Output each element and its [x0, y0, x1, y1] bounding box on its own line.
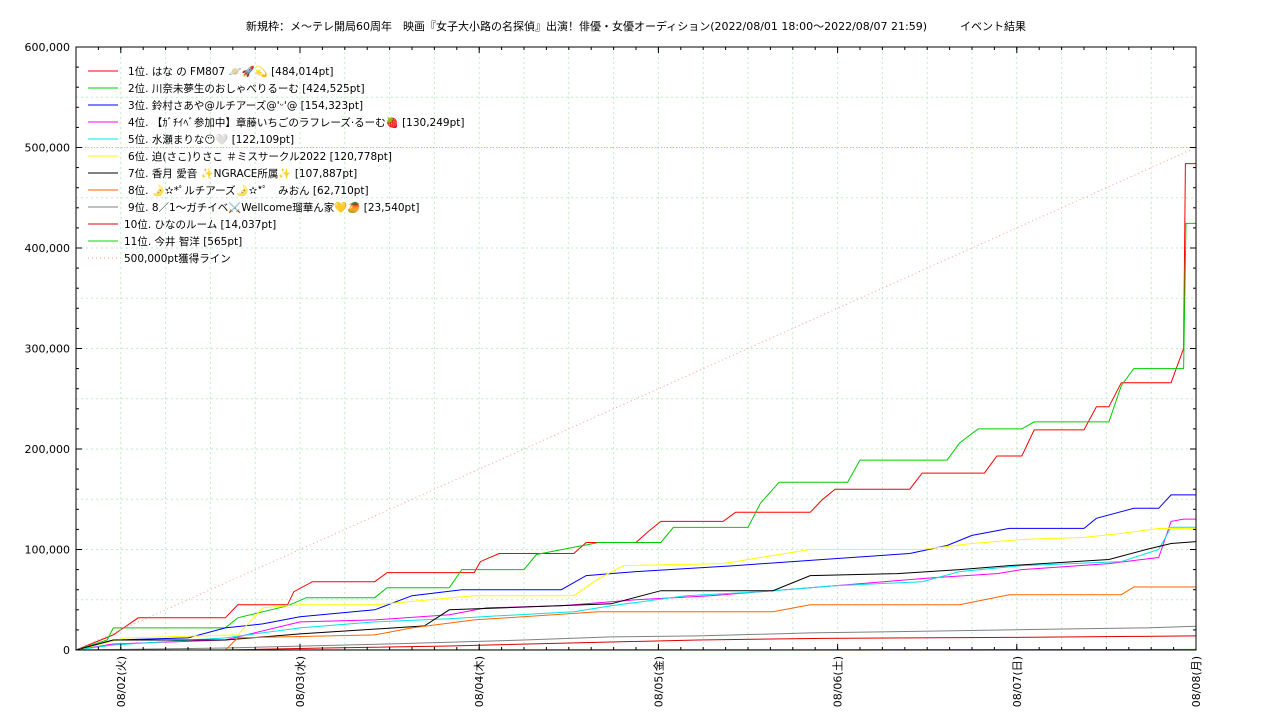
legend-label: 1位. はな の FM807 🪐🚀💫 [484,014pt] [128, 65, 333, 78]
legend-label: 2位. 川奈未夢生のおしゃべりるーむ [424,525pt] [128, 82, 365, 95]
legend-label: 11位. 今井 智洋 [565pt] [124, 235, 242, 248]
y-tick-label: 0 [63, 644, 70, 657]
series-line-8 [76, 586, 1196, 651]
legend-label: 4位. 【ｶﾞﾁｲﾍﾞ参加中】章藤いちごのラフレーズ·るーむ🍓 [130,249… [128, 116, 464, 129]
series-line-2 [75, 222, 1196, 651]
x-tick-label: 08/06(土) [832, 656, 845, 707]
legend-label: 500,000pt獲得ライン [124, 252, 231, 265]
series-line-9 [75, 625, 1197, 651]
series-line-6 [75, 527, 1197, 651]
legend-label: 7位. 香月 愛音 ✨NGRACE所属✨ [107,887pt] [128, 167, 357, 180]
series-line-1 [75, 163, 1196, 651]
legend: 1位. はな の FM807 🪐🚀💫 [484,014pt] 2位. 川奈未夢生の… [88, 65, 464, 265]
x-tick-label: 08/05(金) [651, 656, 665, 707]
legend-label: 3位. 鈴村さあや@ルチアーズ@'ᵕ'@ [154,323pt] [128, 99, 363, 112]
x-tick-label: 08/04(木) [473, 656, 486, 707]
chart-title: 新規枠：メ〜テレ開局60周年 映画『女子大小路の名探偵』出演！俳優・女優オーディ… [246, 19, 1026, 33]
series-lines [75, 147, 1197, 651]
series-line-12 [75, 147, 1197, 651]
legend-label: 9位. 8／1〜ガチイベ⚔️Wellcome瑠華ん家💛🥭 [23,540pt] [128, 201, 419, 214]
axes: 0 100,000 200,000 300,000 400,000 500,000 600,… [25, 41, 1204, 707]
y-tick-label: 100,000 [25, 544, 71, 557]
y-tick-label: 200,000 [25, 443, 71, 456]
y-tick-label: 300,000 [25, 343, 71, 356]
x-tick-label: 08/03(水) [294, 656, 307, 707]
legend-label: 8位. 🌛✫*ﾟルチアーズ🌛✫*ﾟ みおん [62,710pt] [128, 184, 369, 197]
x-tick-label: 08/02(火) [115, 656, 128, 707]
y-tick-label: 500,000 [25, 142, 71, 155]
series-line-7 [75, 541, 1197, 651]
legend-label: 6位. 迫(さこ)りさこ ＃ミスサークル2022 [120,778pt] [128, 150, 392, 163]
legend-label: 10位. ひなのルーム [14,037pt] [124, 218, 276, 231]
x-tick-label: 08/08(月) [1190, 656, 1203, 707]
series-line-5 [75, 526, 1196, 651]
series-line-3 [75, 494, 1196, 651]
series-line-10 [76, 635, 1197, 651]
y-tick-label: 600,000 [25, 41, 71, 54]
y-tick-label: 400,000 [25, 242, 71, 255]
series-line-4 [75, 518, 1196, 651]
legend-label: 5位. 水瀬まりな😶🤍 [122,109pt] [128, 133, 294, 146]
x-tick-label: 08/07(日) [1011, 656, 1024, 707]
